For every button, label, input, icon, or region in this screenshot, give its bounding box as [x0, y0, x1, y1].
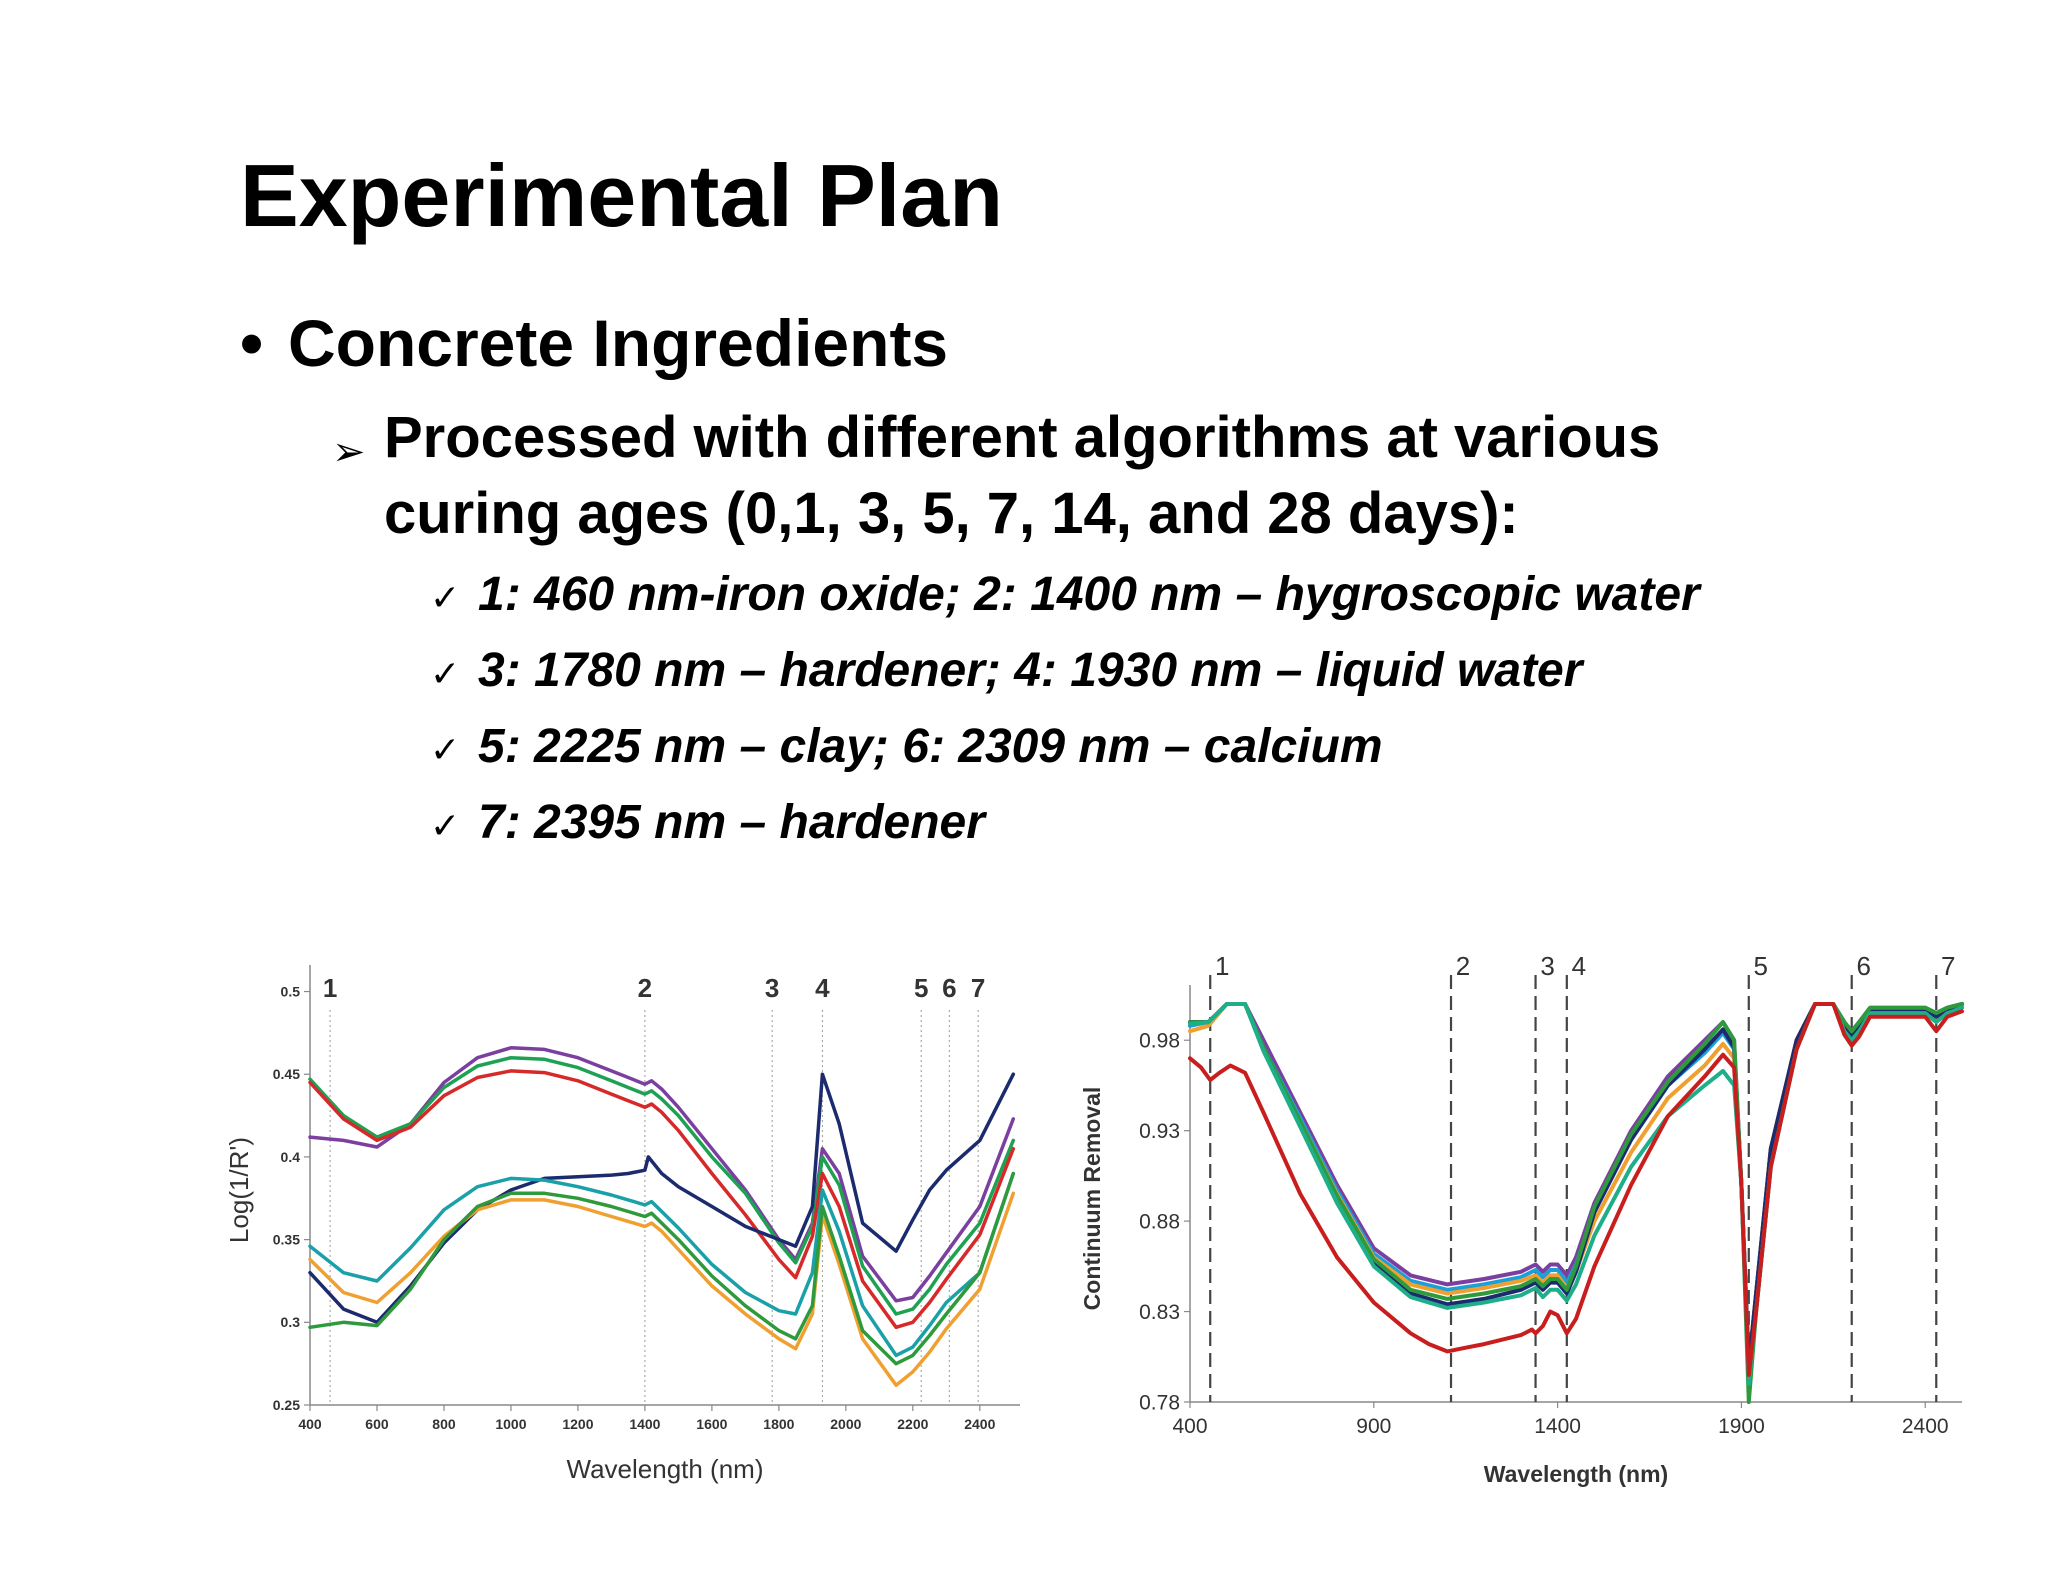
slide-title: Experimental Plan — [240, 146, 1003, 245]
y-tick-label: 0.5 — [281, 983, 301, 999]
x-tick-label: 2400 — [1902, 1415, 1949, 1438]
series-line — [308, 1069, 1016, 1330]
arrow-bullet-icon: ➢ — [332, 430, 366, 474]
marker-label: 6 — [942, 973, 956, 1003]
check-mark-icon: ✓ — [430, 805, 461, 846]
marker-label: 4 — [1572, 951, 1586, 981]
check-item-text: 3: 1780 nm – hardener; 4: 1930 nm – liqu… — [478, 644, 1583, 697]
y-tick-label: 0.4 — [281, 1149, 301, 1165]
check-item: ✓ 3: 1780 nm – hardener; 4: 1930 nm – liq… — [430, 641, 1700, 717]
check-item: ✓ 1: 460 nm-iron oxide; 2: 1400 nm – hygr… — [430, 565, 1700, 641]
check-item-text: 1: 460 nm-iron oxide; 2: 1400 nm – hygro… — [478, 568, 1700, 621]
x-tick-label: 1800 — [763, 1416, 794, 1432]
x-tick-label: 2000 — [830, 1416, 861, 1432]
series-line — [1188, 1002, 1964, 1368]
y-tick-label: 0.35 — [273, 1232, 300, 1248]
y-tick-label: 0.88 — [1139, 1210, 1180, 1233]
series-line — [308, 1046, 1016, 1303]
y-tick-label: 0.78 — [1139, 1391, 1180, 1414]
x-tick-label: 1400 — [1534, 1415, 1581, 1438]
check-mark-icon: ✓ — [430, 653, 461, 694]
x-tick-label: 400 — [298, 1416, 322, 1432]
series-line — [1188, 1002, 1964, 1368]
bullet-text: Concrete Ingredients — [288, 306, 949, 380]
x-tick-label: 2400 — [964, 1416, 995, 1432]
series-line — [1188, 1002, 1964, 1368]
check-item: ✓ 7: 2395 nm – hardener — [430, 793, 1700, 869]
bullet-dot-icon: • — [240, 306, 264, 380]
x-tick-label: 1400 — [629, 1416, 660, 1432]
check-mark-icon: ✓ — [430, 729, 461, 770]
x-axis-label: Wavelength (nm) — [567, 1454, 764, 1484]
x-tick-label: 2200 — [897, 1416, 928, 1432]
series-line — [308, 1171, 1016, 1358]
y-tick-label: 0.3 — [281, 1314, 301, 1330]
x-tick-label: 1000 — [495, 1416, 526, 1432]
x-tick-label: 1200 — [562, 1416, 593, 1432]
x-tick-label: 800 — [432, 1416, 456, 1432]
y-tick-label: 0.45 — [273, 1066, 300, 1082]
x-tick-label: 1600 — [696, 1416, 727, 1432]
marker-label: 2 — [638, 973, 652, 1003]
series-line — [1188, 1002, 1964, 1404]
y-tick-label: 0.98 — [1139, 1030, 1180, 1053]
y-tick-label: 0.83 — [1139, 1301, 1180, 1324]
marker-label: 1 — [323, 973, 337, 1003]
check-item-text: 7: 2395 nm – hardener — [478, 796, 985, 849]
sub-bullet-processing: ➢ Processed with different algorithms at… — [332, 400, 1660, 552]
marker-label: 7 — [1941, 951, 1955, 981]
bullet-concrete-ingredients: • Concrete Ingredients — [240, 305, 948, 381]
x-tick-label: 600 — [365, 1416, 389, 1432]
y-tick-label: 0.25 — [273, 1397, 300, 1413]
marker-label: 4 — [815, 973, 830, 1003]
continuum-removal-chart: 0.78 0.83 0.88 0.93 0.98 400 900 1400 1900 2400 1 2… — [1079, 951, 1964, 1487]
x-tick-label: 400 — [1172, 1415, 1207, 1438]
check-mark-icon: ✓ — [430, 577, 461, 618]
y-axis-label: Log(1/R') — [224, 1137, 254, 1243]
series-line — [308, 1055, 1016, 1316]
series-line — [1188, 1002, 1964, 1377]
marker-label: 2 — [1456, 951, 1470, 981]
series-line — [1188, 1002, 1964, 1386]
check-list: ✓ 1: 460 nm-iron oxide; 2: 1400 nm – hygr… — [430, 565, 1700, 869]
marker-label: 3 — [765, 973, 779, 1003]
check-item-text: 5: 2225 nm – clay; 6: 2309 nm – calcium — [478, 720, 1383, 773]
series-line — [1188, 1002, 1964, 1368]
marker-label: 5 — [1754, 951, 1768, 981]
marker-label: 1 — [1215, 951, 1229, 981]
series-line — [308, 1171, 1016, 1366]
check-item: ✓ 5: 2225 nm – clay; 6: 2309 nm – calcium — [430, 717, 1700, 793]
marker-label: 5 — [914, 973, 928, 1003]
marker-label: 7 — [971, 973, 985, 1003]
x-tick-label: 900 — [1356, 1415, 1391, 1438]
sub-bullet-line-2: curing ages (0,1, 3, 5, 7, 14, and 28 da… — [384, 481, 1519, 546]
marker-label: 6 — [1856, 951, 1870, 981]
sub-bullet-line-1: Processed with different algorithms at v… — [384, 405, 1661, 470]
y-tick-label: 0.93 — [1139, 1120, 1180, 1143]
y-axis-label: Continuum Removal — [1079, 1087, 1105, 1311]
x-tick-label: 1900 — [1718, 1415, 1765, 1438]
marker-label: 3 — [1540, 951, 1554, 981]
x-axis-label: Wavelength (nm) — [1484, 1461, 1668, 1487]
